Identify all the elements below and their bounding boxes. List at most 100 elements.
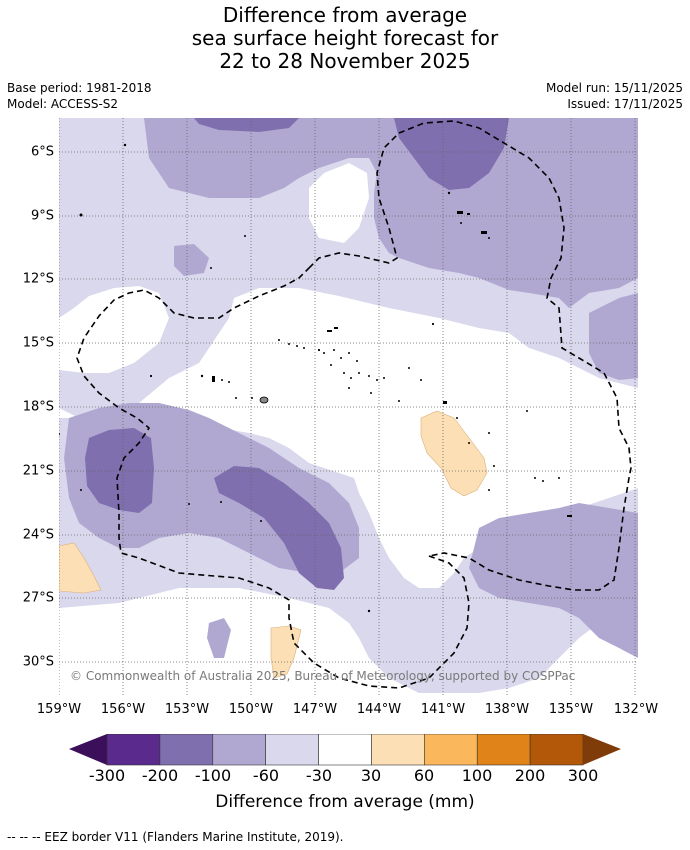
- island: [376, 379, 378, 381]
- island: [210, 267, 212, 269]
- island: [296, 345, 298, 347]
- colorbar-segment: [212, 734, 266, 766]
- copyright-notice: © Commonwealth of Australia 2025, Bureau…: [70, 669, 576, 683]
- island: [468, 442, 470, 444]
- lon-label: 144°W: [356, 702, 402, 717]
- island: [251, 397, 253, 399]
- eez-borders: [76, 120, 632, 689]
- colorbar-segment: [476, 734, 531, 766]
- island: [358, 372, 360, 374]
- model-name: Model: ACCESS-S2: [7, 97, 119, 111]
- lon-label: 156°W: [100, 702, 146, 717]
- lat-label: 21°S: [22, 463, 54, 479]
- island: [368, 375, 370, 377]
- island: [221, 379, 223, 381]
- lat-label: 9°S: [30, 208, 54, 224]
- colorbar-segment: [424, 734, 478, 766]
- island: [235, 397, 237, 399]
- island: [456, 417, 458, 419]
- lon-label: 138°W: [484, 702, 530, 717]
- island: [340, 357, 342, 359]
- white-region-west: [59, 286, 169, 373]
- island: [278, 339, 280, 341]
- model-run: Model run: 15/11/2025: [545, 81, 683, 95]
- island: [350, 377, 352, 379]
- islands: [59, 143, 572, 613]
- band-dark-central: [214, 466, 344, 590]
- island: [188, 503, 190, 505]
- island-large: [259, 396, 269, 404]
- island: [443, 401, 447, 404]
- island: [330, 364, 332, 366]
- band-medium-small-blob: [174, 244, 209, 276]
- colorbar-label: Difference from average (mm): [215, 792, 475, 812]
- island: [244, 235, 246, 237]
- island: [149, 374, 153, 378]
- island: [488, 432, 490, 434]
- colorbar-segment: [371, 734, 425, 766]
- island: [481, 231, 487, 234]
- island: [534, 477, 536, 479]
- island: [200, 374, 204, 378]
- colorbar-tick: -100: [194, 766, 232, 785]
- island: [323, 352, 325, 354]
- eez-legend-note: -- -- -- EEZ border V11 (Flanders Marine…: [7, 830, 344, 844]
- meta-right: Model run: 15/11/2025 Issued: 17/11/2025: [546, 80, 683, 112]
- lon-label: 132°W: [613, 702, 659, 717]
- map-svg: [59, 118, 638, 696]
- lon-label: 159°W: [36, 702, 82, 717]
- band-orange-east: [420, 410, 488, 497]
- colorbar-segment: [318, 734, 372, 766]
- island: [383, 377, 385, 379]
- colorbar-tick: -60: [252, 766, 280, 785]
- colorbar-segments: [106, 734, 584, 766]
- island: [457, 211, 463, 214]
- band-dark-north: [394, 118, 509, 190]
- lat-label: 27°S: [22, 590, 54, 606]
- lat-label: 12°S: [22, 271, 54, 287]
- eez-border-south: [76, 267, 470, 689]
- colorbar-segment: [265, 734, 319, 766]
- island: [317, 348, 321, 352]
- colorbar-segment: [529, 734, 584, 766]
- island: [343, 372, 345, 374]
- island: [488, 237, 490, 239]
- lat-label: 30°S: [22, 654, 54, 670]
- island: [59, 433, 60, 435]
- island: [526, 410, 528, 412]
- issued-date: Issued: 17/11/2025: [567, 97, 683, 111]
- island: [398, 400, 400, 402]
- island: [79, 213, 83, 217]
- colorbar-tick: -200: [141, 766, 179, 785]
- colorbar-tick: 60: [413, 766, 435, 785]
- band-dark-west: [85, 428, 154, 513]
- colorbar-tick: 100: [461, 766, 493, 785]
- eez-border-north: [308, 120, 632, 591]
- island: [348, 352, 350, 354]
- island: [356, 360, 358, 362]
- white-region-sw: [59, 633, 259, 696]
- lat-label: 24°S: [22, 527, 54, 543]
- colorbar-tick: -30: [305, 766, 333, 785]
- island: [447, 191, 451, 195]
- title-line-3: 22 to 28 November 2025: [219, 49, 471, 73]
- island: [334, 327, 338, 329]
- island: [558, 477, 560, 479]
- band-medium-ne-east: [589, 293, 638, 380]
- island: [288, 343, 290, 345]
- colorbar: [69, 734, 621, 766]
- colorbar-tick: 200: [514, 766, 546, 785]
- colorbar-segment: [106, 734, 161, 766]
- island: [488, 489, 490, 491]
- white-region-north: [309, 163, 369, 243]
- island: [408, 367, 410, 369]
- island: [303, 347, 305, 349]
- lon-label: 135°W: [548, 702, 594, 717]
- meta-left: Base period: 1981-2018 Model: ACCESS-S2: [7, 80, 152, 112]
- colorbar-tick: 300: [567, 766, 599, 785]
- lat-label: 15°S: [22, 335, 54, 351]
- band-medium-south-strip: [207, 618, 231, 658]
- title-line-2: sea surface height forecast for: [191, 26, 499, 50]
- colorbar-tick: -300: [88, 766, 126, 785]
- map-panel: [59, 118, 638, 696]
